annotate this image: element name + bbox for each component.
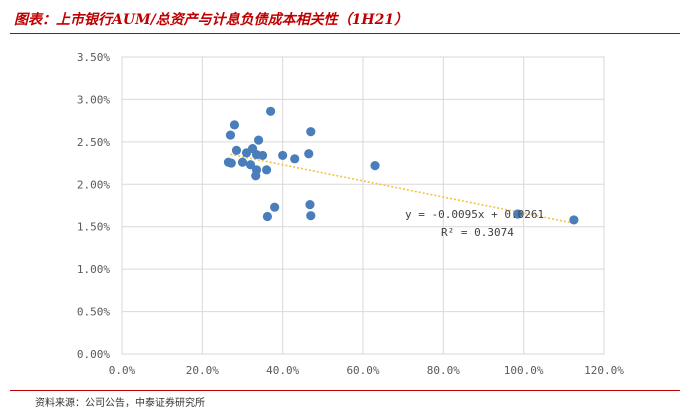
data-point [237,157,248,167]
data-point [305,200,315,210]
data-point [251,171,261,181]
data-point [370,161,380,171]
x-tick-labels: 0.0% 20.0% 40.0% 60.0% 80.0% 100.0% 120.0% [109,364,624,377]
title-divider [10,33,680,34]
data-point [278,150,288,161]
r-squared-label: R² = 0.3074 [441,226,514,239]
y-tick-label: 3.50% [77,51,110,64]
data-point [290,154,300,164]
data-point [306,127,316,137]
data-point [513,209,523,219]
data-point [262,165,272,175]
source-note: 资料来源：公司公告，中泰证券研究所 [35,398,205,409]
y-tick-label: 2.00% [77,178,110,191]
data-point [569,215,579,225]
data-point [253,135,264,145]
y-tick-labels: 0.00% 0.50% 1.00% 1.50% 2.00% 2.50% 3.00% 3.50% [77,51,110,361]
footer-divider [10,390,680,391]
data-point [245,160,256,170]
figure-title: 图表：上市银行AUM/总资产与计息负债成本相关性（1H21） [14,12,409,28]
data-point [226,158,236,168]
x-tick-label: 100.0% [504,364,544,377]
data-point [231,145,242,155]
y-tick-label: 3.00% [77,93,110,106]
data-point [306,211,316,221]
x-tick-label: 0.0% [109,364,136,377]
x-tick-label: 40.0% [266,364,299,377]
title-bar: 图表：上市银行AUM/总资产与计息负债成本相关性（1H21） [0,0,690,36]
y-tick-label: 2.50% [77,136,110,149]
data-point [262,211,273,222]
data-point [304,149,314,159]
data-point [257,150,268,161]
data-point [270,202,280,212]
gridlines [121,56,605,355]
y-tick-label: 1.00% [77,263,110,276]
x-tick-label: 120.0% [584,364,624,377]
x-tick-label: 80.0% [427,364,460,377]
y-tick-label: 1.50% [77,221,110,234]
x-tick-label: 20.0% [186,364,219,377]
trendline-equation: y = -0.0095x + 0.0261 [405,208,544,221]
data-point [225,130,236,140]
data-point [266,106,276,116]
data-points [223,106,579,225]
data-point [229,120,240,130]
x-tick-label: 60.0% [346,364,379,377]
y-tick-label: 0.50% [77,306,110,319]
y-tick-label: 0.00% [77,348,110,361]
